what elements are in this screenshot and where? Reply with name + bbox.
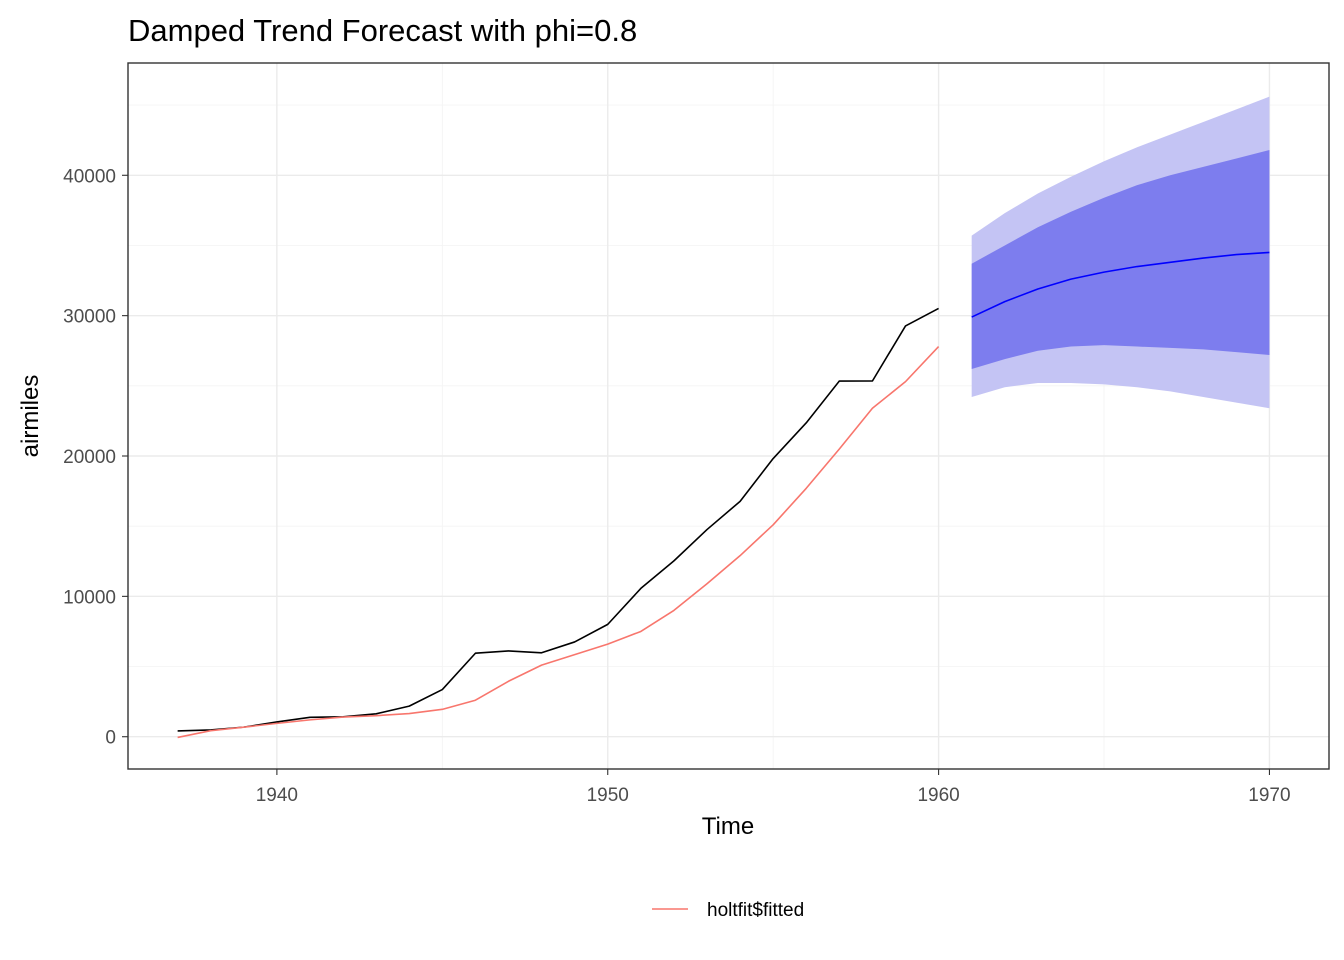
panel-border — [127, 62, 1330, 770]
forecast-band-80pct — [971, 150, 1270, 369]
holtfit-fitted-line — [177, 345, 940, 739]
series-lines — [177, 251, 1270, 739]
forecast-mean-line — [971, 251, 1270, 318]
x-tick-label: 1950 — [587, 785, 629, 806]
x-tick-label: 1970 — [1248, 785, 1290, 806]
chart-title: Damped Trend Forecast with phi=0.8 — [128, 13, 637, 48]
y-tick-label: 30000 — [63, 307, 116, 328]
axis-ticks: 1940 1950 1960 1970 0 10000 20000 30000 40000 — [63, 166, 1290, 806]
observed-series-line — [177, 307, 939, 732]
y-tick-label: 10000 — [63, 587, 116, 608]
x-tick-label: 1940 — [256, 785, 298, 806]
forecast-intervals — [971, 96, 1270, 409]
y-tick-label: 20000 — [63, 447, 116, 468]
y-tick-label: 40000 — [63, 166, 116, 187]
x-tick-label: 1960 — [917, 785, 959, 806]
y-axis-title: airmiles — [17, 375, 44, 458]
legend-label-holtfit-fitted: holtfit$fitted — [707, 900, 804, 921]
legend: holtfit$fitted — [652, 900, 804, 921]
x-axis-title: Time — [702, 813, 754, 840]
y-tick-label: 0 — [105, 728, 116, 749]
